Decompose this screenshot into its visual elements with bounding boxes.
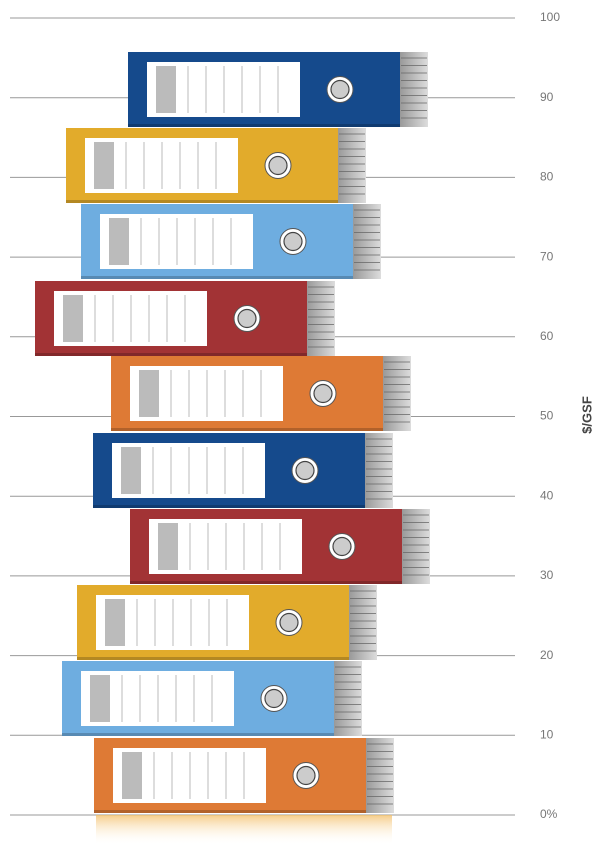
binder-ring-inner [313,383,333,404]
y-tick-label: 90 [540,90,554,104]
binder-shadow [96,815,392,845]
binder [35,281,335,356]
binder-ring-inner [283,231,303,252]
binder-spine [402,509,430,584]
binder-label-block [121,447,141,494]
y-tick-label: 50 [540,409,554,423]
binder-edge [81,276,381,279]
y-tick-label: 100 [540,10,560,24]
binder [81,204,381,279]
binder-edge [128,124,428,127]
binder-label-block [90,675,110,722]
binder-ring-inner [295,460,315,481]
binder [77,585,377,660]
binder-edge [94,810,394,813]
binder-edge [111,428,411,431]
binder [66,128,366,203]
y-tick-label: 0% [540,807,558,821]
binder-spine [400,52,428,127]
binder-spine [365,433,393,508]
binder [93,433,393,508]
binder [111,356,411,431]
binder-label-block [139,370,159,417]
binder-edge [93,505,393,508]
binder-label-block [94,142,114,189]
binder-label-block [63,295,83,342]
binders [35,52,430,845]
binder-ring-inner [264,688,284,709]
binder-ring-inner [296,765,316,786]
binder-label-block [109,218,129,265]
binder-spine [366,738,394,813]
binder-edge [77,657,377,660]
y-tick-label: 30 [540,568,554,582]
binder-ring-inner [268,155,288,176]
binder-spine [338,128,366,203]
binder-edge [130,581,430,584]
binder-spine [307,281,335,356]
y-tick-label: 80 [540,170,554,184]
binder-edge [62,733,362,736]
binder-edge [66,200,366,203]
y-tick-label: 40 [540,488,554,502]
binder-spine [334,661,362,736]
y-axis-label: $/GSF [579,396,592,434]
binder-label-block [156,66,176,113]
binder-label-block [122,752,142,799]
binder-spine [349,585,377,660]
binder [130,509,430,584]
binder [62,661,362,736]
binder-spine [383,356,411,431]
binder-ring-inner [237,308,257,329]
binder-ring-inner [279,612,299,633]
binder-spine [353,204,381,279]
binder [128,52,428,127]
y-tick-label: 60 [540,329,554,343]
binder-edge [35,353,335,356]
binder-ring-inner [330,79,350,100]
y-tick-label: 20 [540,648,554,662]
binder-ring-inner [332,536,352,557]
y-tick-label: 10 [540,727,554,741]
binder [94,738,394,813]
binder-label-block [158,523,178,570]
y-tick-label: 70 [540,249,554,263]
binder-label-block [105,599,125,646]
